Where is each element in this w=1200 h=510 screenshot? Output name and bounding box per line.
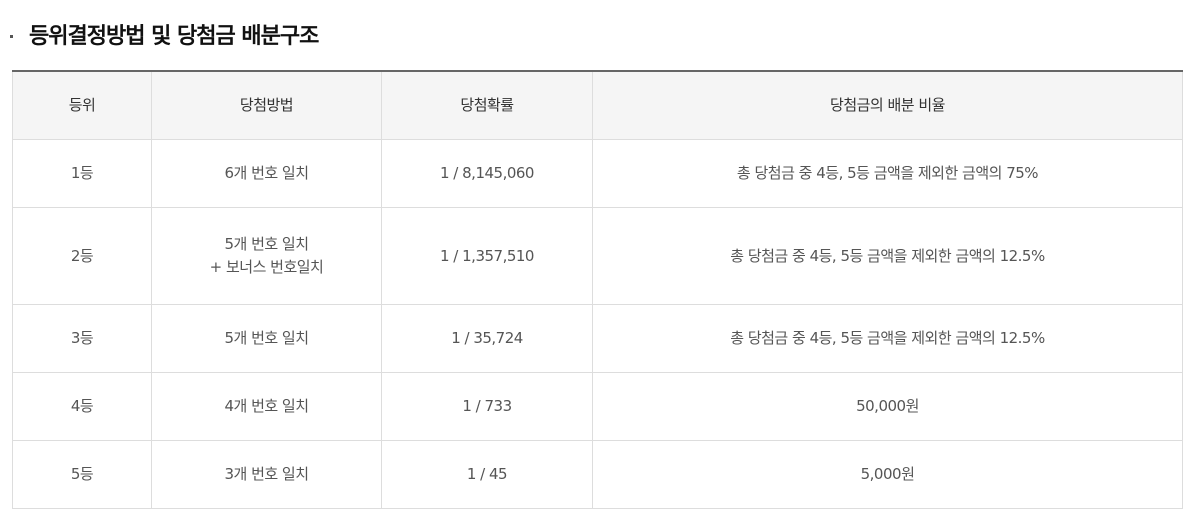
table-row: 1등 6개 번호 일치 1 / 8,145,060 총 당첨금 중 4등, 5등… <box>12 139 1183 208</box>
share-cell: 50,000원 <box>592 372 1183 441</box>
table-row: 2등 5개 번호 일치 + 보너스 번호일치 1 / 1,357,510 총 당… <box>12 207 1183 305</box>
odds-cell: 1 / 35,724 <box>381 304 593 373</box>
method-line: + 보너스 번호일치 <box>209 258 324 276</box>
header-share: 당첨금의 배분 비율 <box>592 70 1183 140</box>
section-title: 등위결정방법 및 당첨금 배분구조 <box>29 24 319 49</box>
odds-cell: 1 / 8,145,060 <box>381 139 593 208</box>
odds-cell: 1 / 1,357,510 <box>381 207 593 305</box>
rank-cell: 3등 <box>12 304 152 373</box>
table-header-row: 등위 당첨방법 당첨확률 당첨금의 배분 비율 <box>12 70 1183 140</box>
bullet-icon <box>10 34 13 38</box>
method-cell: 4개 번호 일치 <box>151 372 382 441</box>
section-header: 등위결정방법 및 당첨금 배분구조 <box>10 18 319 50</box>
table-row: 3등 5개 번호 일치 1 / 35,724 총 당첨금 중 4등, 5등 금액… <box>12 304 1183 373</box>
share-cell: 총 당첨금 중 4등, 5등 금액을 제외한 금액의 12.5% <box>592 304 1183 373</box>
method-line: 5개 번호 일치 <box>224 235 309 253</box>
share-cell: 총 당첨금 중 4등, 5등 금액을 제외한 금액의 12.5% <box>592 207 1183 305</box>
method-cell: 6개 번호 일치 <box>151 139 382 208</box>
header-method: 당첨방법 <box>151 70 382 140</box>
share-cell: 5,000원 <box>592 440 1183 509</box>
rank-cell: 4등 <box>12 372 152 441</box>
method-cell: 5개 번호 일치 <box>151 304 382 373</box>
rank-cell: 5등 <box>12 440 152 509</box>
odds-cell: 1 / 733 <box>381 372 593 441</box>
method-cell: 5개 번호 일치 + 보너스 번호일치 <box>151 207 382 305</box>
table-row: 4등 4개 번호 일치 1 / 733 50,000원 <box>12 372 1183 441</box>
header-odds: 당첨확률 <box>381 70 593 140</box>
share-cell: 총 당첨금 중 4등, 5등 금액을 제외한 금액의 75% <box>592 139 1183 208</box>
header-rank: 등위 <box>12 70 152 140</box>
rank-cell: 1등 <box>12 139 152 208</box>
table-row: 5등 3개 번호 일치 1 / 45 5,000원 <box>12 440 1183 509</box>
prize-structure-table: 등위 당첨방법 당첨확률 당첨금의 배분 비율 1등 6개 번호 일치 1 / … <box>12 70 1183 509</box>
odds-cell: 1 / 45 <box>381 440 593 509</box>
method-cell: 3개 번호 일치 <box>151 440 382 509</box>
rank-cell: 2등 <box>12 207 152 305</box>
